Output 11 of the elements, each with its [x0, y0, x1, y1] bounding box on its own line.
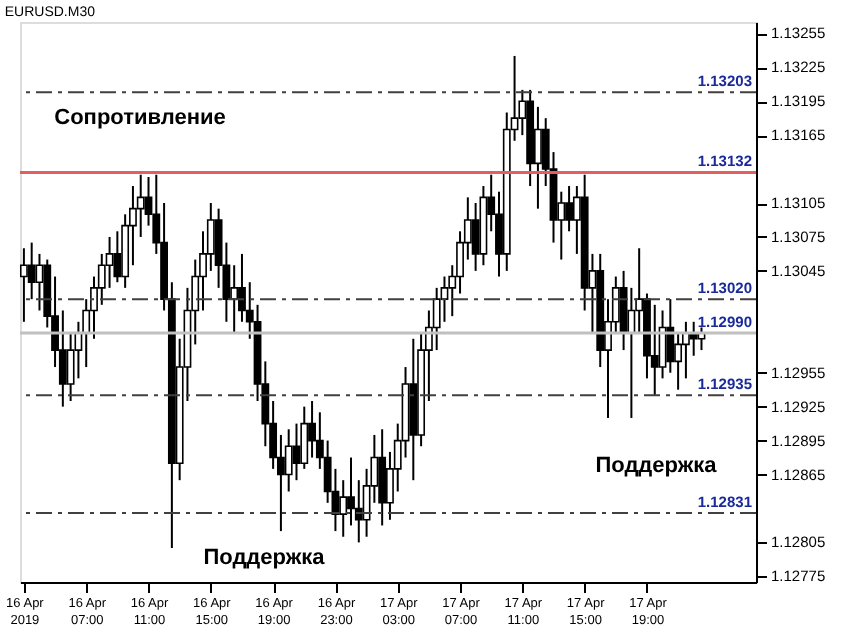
- candlestick: [35, 252, 44, 312]
- annotation: Поддержка: [203, 546, 327, 570]
- candlestick: [565, 185, 573, 233]
- candlestick: [19, 247, 28, 323]
- candlestick: [534, 105, 542, 210]
- candlestick: [113, 230, 122, 284]
- annotation: Сопротивление: [54, 106, 226, 130]
- candlestick: [471, 202, 480, 272]
- candlestick: [292, 422, 301, 482]
- annotation: Поддержка: [595, 454, 719, 478]
- candlestick: [378, 428, 387, 527]
